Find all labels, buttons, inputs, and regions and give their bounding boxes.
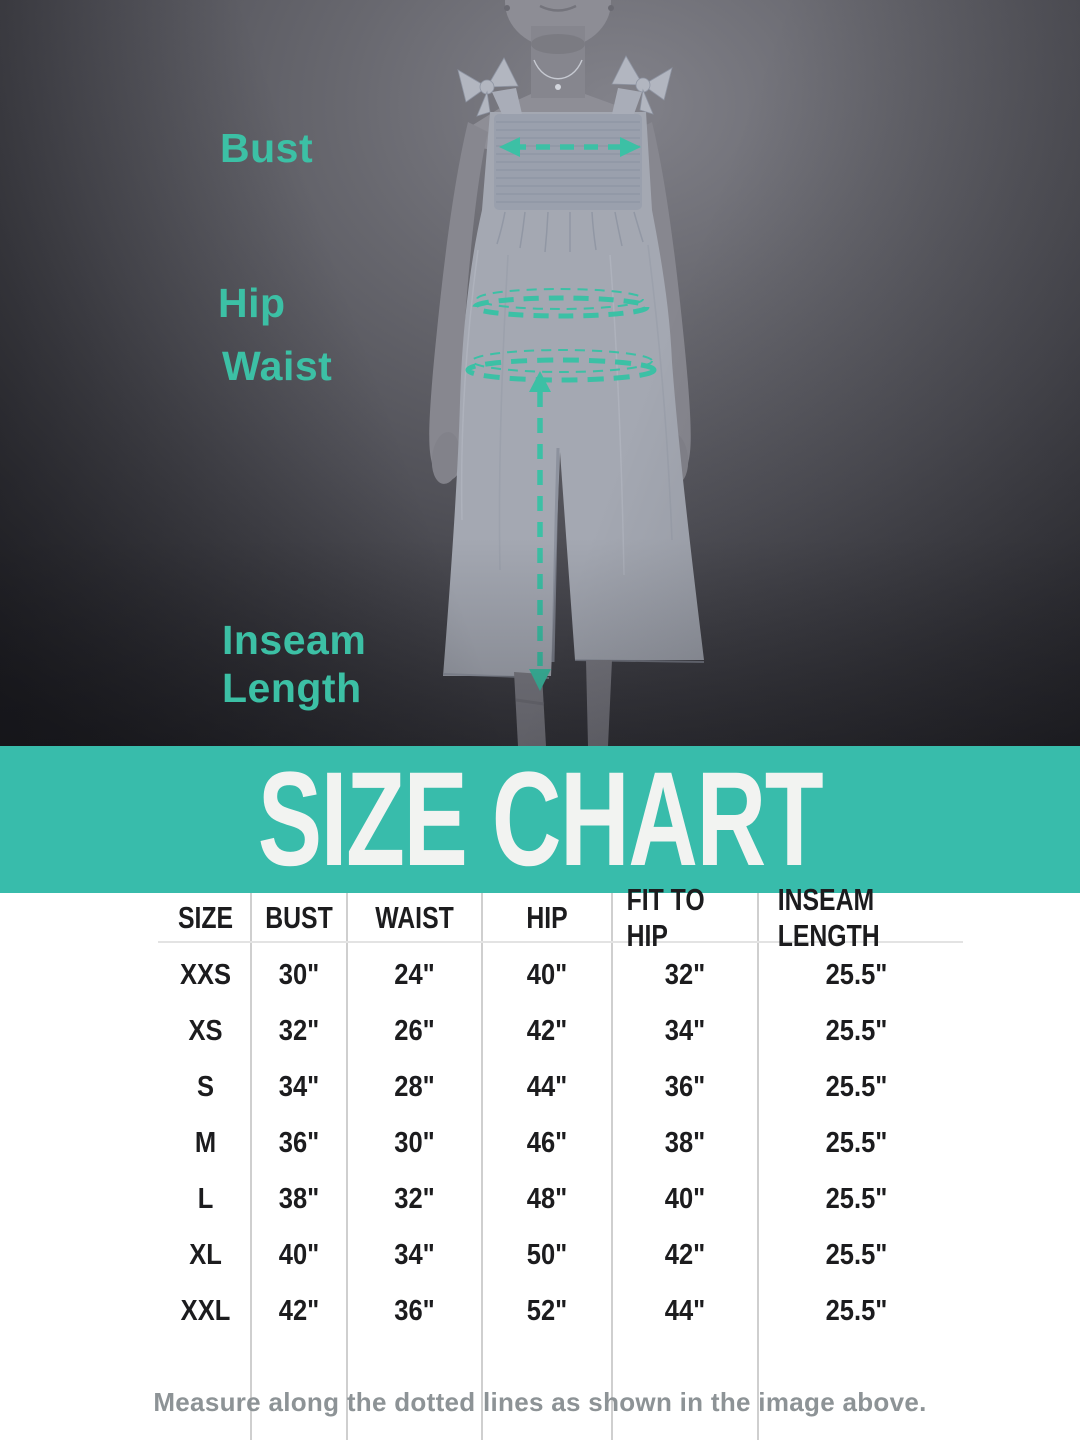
waist-cell: 24" bbox=[394, 958, 435, 991]
size-chart-banner: SIZE CHART bbox=[0, 746, 1080, 893]
size-cell: L bbox=[197, 1182, 214, 1215]
size-cell: XS bbox=[188, 1014, 223, 1047]
size-chart-title: SIZE CHART bbox=[257, 746, 824, 893]
size-cell: XXS bbox=[179, 958, 232, 991]
size-table-section: SIZE BUST WAIST HIP FIT TO HIP INSEAM LE… bbox=[0, 882, 1080, 1440]
inseam-cell: 25.5" bbox=[825, 1182, 888, 1215]
table-body: XXS 30" 24" 40" 32" 25.5" XS 32" 26" 42"… bbox=[160, 947, 955, 1339]
bust-cell: 40" bbox=[278, 1238, 320, 1271]
fit-to-hip-cell: 40" bbox=[664, 1182, 706, 1215]
hip-cell: 40" bbox=[526, 958, 568, 991]
size-cell: M bbox=[194, 1126, 217, 1159]
bust-cell: 36" bbox=[278, 1126, 320, 1159]
fit-to-hip-cell: 32" bbox=[664, 958, 706, 991]
hip-cell: 44" bbox=[526, 1070, 568, 1103]
hip-cell: 50" bbox=[526, 1238, 568, 1271]
column-header-hip: HIP bbox=[526, 900, 568, 935]
waist-measure-label: Waist bbox=[222, 343, 333, 389]
table-header-row: SIZE BUST WAIST HIP FIT TO HIP INSEAM LE… bbox=[160, 882, 955, 953]
column-header-size: SIZE bbox=[177, 900, 234, 935]
hip-cell: 52" bbox=[526, 1294, 568, 1327]
inseam-cell: 25.5" bbox=[825, 1126, 888, 1159]
waist-cell: 30" bbox=[394, 1126, 435, 1159]
model-figure-illustration bbox=[429, 0, 705, 746]
hip-measure-label: Hip bbox=[218, 280, 286, 326]
column-divider bbox=[481, 893, 483, 1440]
bust-cell: 38" bbox=[278, 1182, 320, 1215]
hip-cell: 46" bbox=[526, 1126, 568, 1159]
bust-cell: 34" bbox=[278, 1070, 320, 1103]
measure-instruction-note: Measure along the dotted lines as shown … bbox=[153, 1387, 927, 1417]
column-header-fit-to-hip: FIT TO HIP bbox=[626, 882, 705, 953]
waist-cell: 36" bbox=[394, 1294, 435, 1327]
bust-cell: 42" bbox=[278, 1294, 320, 1327]
bust-cell: 30" bbox=[278, 958, 320, 991]
inseam-cell: 25.5" bbox=[825, 958, 888, 991]
inseam-cell: 25.5" bbox=[825, 1294, 888, 1327]
inseam-cell: 25.5" bbox=[825, 1070, 888, 1103]
fit-to-hip-cell: 44" bbox=[664, 1294, 706, 1327]
column-header-bust: BUST bbox=[265, 900, 333, 935]
waist-cell: 32" bbox=[394, 1182, 435, 1215]
model-photo-section: Bust Hip Waist Inseam Length bbox=[0, 0, 1080, 746]
size-cell: XL bbox=[189, 1238, 222, 1271]
bust-measure-label: Bust bbox=[220, 125, 314, 171]
fit-to-hip-cell: 42" bbox=[664, 1238, 706, 1271]
inseam-label-line2: Length bbox=[222, 665, 362, 712]
fit-to-hip-cell: 34" bbox=[664, 1014, 706, 1047]
column-divider bbox=[346, 893, 348, 1440]
inseam-label-line1: Inseam bbox=[222, 617, 367, 663]
size-cell: S bbox=[196, 1070, 215, 1103]
column-header-waist: WAIST bbox=[375, 900, 454, 935]
column-header-inseam-length: INSEAM LENGTH bbox=[777, 882, 880, 953]
size-cell: XXL bbox=[180, 1294, 231, 1327]
waist-cell: 26" bbox=[394, 1014, 435, 1047]
waist-cell: 34" bbox=[394, 1238, 435, 1271]
hip-cell: 42" bbox=[526, 1014, 568, 1047]
header-divider-line bbox=[158, 941, 963, 943]
inseam-cell: 25.5" bbox=[825, 1014, 888, 1047]
column-divider bbox=[611, 893, 613, 1440]
hip-cell: 48" bbox=[526, 1182, 568, 1215]
inseam-length-measure-label: Inseam Length bbox=[222, 616, 366, 713]
bust-cell: 32" bbox=[278, 1014, 320, 1047]
inseam-cell: 25.5" bbox=[825, 1238, 888, 1271]
column-divider bbox=[757, 893, 759, 1440]
fit-to-hip-cell: 36" bbox=[664, 1070, 706, 1103]
column-divider bbox=[250, 893, 252, 1440]
waist-cell: 28" bbox=[394, 1070, 435, 1103]
fit-to-hip-cell: 38" bbox=[664, 1126, 706, 1159]
